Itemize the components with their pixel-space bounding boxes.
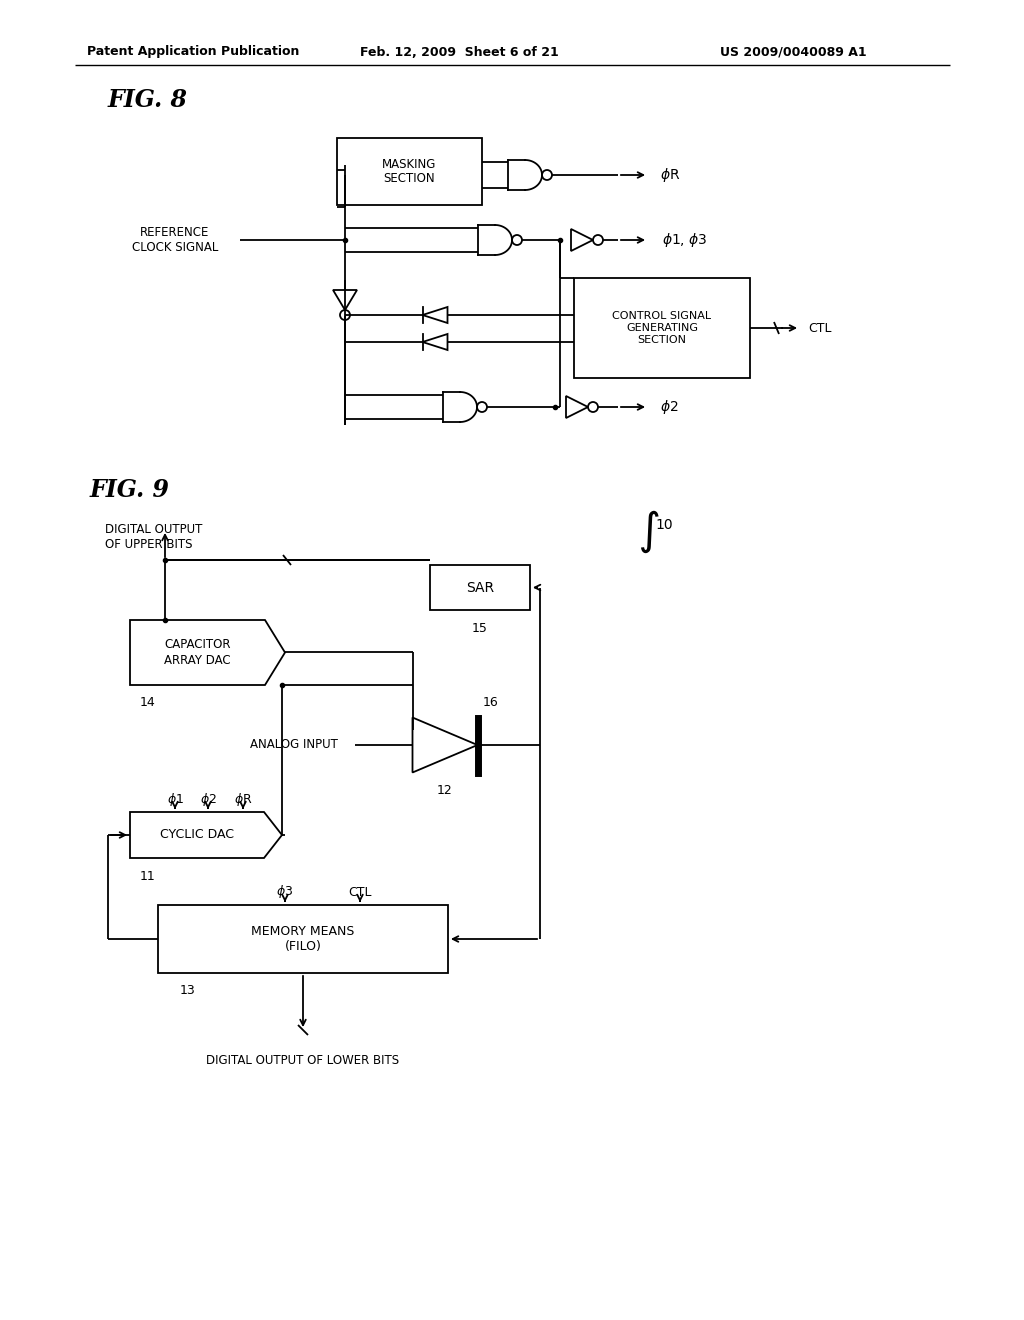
Text: $\int$: $\int$ <box>640 507 663 553</box>
Text: MEMORY MEANS
(FILO): MEMORY MEANS (FILO) <box>251 925 354 953</box>
Text: CAPACITOR
ARRAY DAC: CAPACITOR ARRAY DAC <box>164 639 230 667</box>
Text: $\phi$3: $\phi$3 <box>276 883 294 900</box>
Text: US 2009/0040089 A1: US 2009/0040089 A1 <box>720 45 866 58</box>
Bar <box>158 906 449 973</box>
Bar <box>337 139 482 205</box>
Text: 12: 12 <box>437 784 453 797</box>
Text: 15: 15 <box>472 622 488 635</box>
Text: DIGITAL OUTPUT
OF UPPER BITS: DIGITAL OUTPUT OF UPPER BITS <box>105 523 203 550</box>
Text: CYCLIC DAC: CYCLIC DAC <box>160 829 234 842</box>
Text: $\phi$R: $\phi$R <box>233 792 252 808</box>
Text: CTL: CTL <box>808 322 831 334</box>
Text: 14: 14 <box>140 697 156 710</box>
Text: 16: 16 <box>482 696 499 709</box>
Text: FIG. 9: FIG. 9 <box>90 478 170 502</box>
Text: REFERENCE
CLOCK SIGNAL: REFERENCE CLOCK SIGNAL <box>132 226 218 253</box>
Text: $\phi$1: $\phi$1 <box>167 792 183 808</box>
Text: 13: 13 <box>180 985 196 998</box>
Text: CONTROL SIGNAL
GENERATING
SECTION: CONTROL SIGNAL GENERATING SECTION <box>612 312 712 345</box>
Text: Patent Application Publication: Patent Application Publication <box>87 45 299 58</box>
Text: CTL: CTL <box>348 886 372 899</box>
Text: $\phi$2: $\phi$2 <box>200 792 216 808</box>
Text: MASKING
SECTION: MASKING SECTION <box>382 157 436 186</box>
Text: FIG. 8: FIG. 8 <box>108 88 188 112</box>
Text: $\phi$2: $\phi$2 <box>660 399 679 416</box>
Bar <box>430 565 530 610</box>
Text: DIGITAL OUTPUT OF LOWER BITS: DIGITAL OUTPUT OF LOWER BITS <box>207 1053 399 1067</box>
Text: Feb. 12, 2009  Sheet 6 of 21: Feb. 12, 2009 Sheet 6 of 21 <box>360 45 559 58</box>
Text: $\phi$1, $\phi$3: $\phi$1, $\phi$3 <box>662 231 708 249</box>
Text: 11: 11 <box>140 870 156 883</box>
Text: ANALOG INPUT: ANALOG INPUT <box>250 738 338 751</box>
Text: $\phi$R: $\phi$R <box>660 166 680 183</box>
Bar <box>574 279 750 378</box>
Text: 10: 10 <box>655 517 673 532</box>
Text: SAR: SAR <box>466 581 494 594</box>
